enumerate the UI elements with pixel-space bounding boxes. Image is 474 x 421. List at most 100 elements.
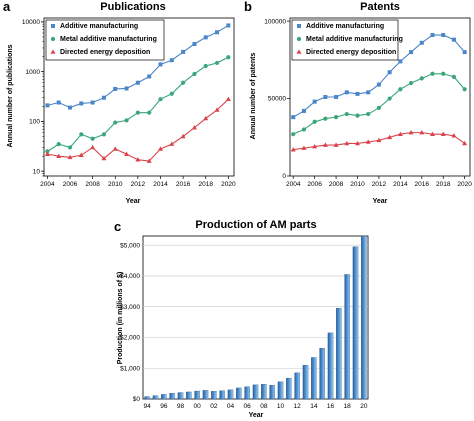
y-tick-label: 100000 (264, 18, 286, 25)
x-tick-label: 2012 (372, 181, 387, 188)
x-tick-label: 2018 (198, 181, 213, 188)
data-point (441, 71, 446, 76)
data-point (157, 146, 163, 151)
bar-20 (361, 235, 367, 400)
data-point (112, 146, 118, 151)
x-tick-label: 2010 (108, 181, 123, 188)
data-point (147, 74, 152, 79)
panel-a-letter: a (3, 0, 11, 14)
y-tick-label: 100 (29, 119, 40, 126)
data-point (312, 99, 317, 104)
x-tick-label: 2020 (457, 181, 472, 188)
x-tick-label: 2008 (329, 181, 344, 188)
bar-16 (327, 332, 334, 400)
bar-94 (144, 396, 150, 400)
data-point (45, 149, 50, 154)
x-tick-label: 20 (360, 403, 368, 410)
data-point (192, 71, 197, 77)
data-point (124, 86, 129, 91)
panel-c-production: c Production of AM parts Year Production… (114, 219, 369, 419)
legend-marker (296, 49, 302, 54)
data-point (180, 133, 186, 139)
series-line-a-1 (47, 56, 229, 152)
data-point (203, 115, 209, 121)
plot-frame-b (289, 17, 471, 177)
x-tick-label: 2014 (393, 181, 408, 188)
data-point (90, 100, 95, 105)
y-tick-label: 10000 (22, 19, 40, 26)
legend-marker (51, 24, 55, 28)
panel-a-publications: a Publications Year Annual number of pub… (3, 0, 236, 205)
y-axis-label-c: Production (in millions of $) (117, 272, 124, 365)
x-tick-label: 2012 (131, 181, 146, 188)
legend-a: Additive manufacturing Metal additive man… (45, 19, 165, 61)
x-tick-label: 2006 (307, 181, 322, 188)
y-tick-label: 1000 (26, 69, 41, 76)
data-point (451, 74, 457, 79)
data-point (124, 151, 130, 156)
data-point (344, 140, 350, 146)
y-tick-label: 50000 (268, 96, 286, 103)
data-point (462, 50, 467, 55)
x-tick-label: 10 (277, 403, 285, 410)
x-tick-label: 2016 (176, 181, 191, 188)
data-point (290, 147, 296, 152)
x-tick-label: 06 (244, 403, 252, 410)
data-point (191, 125, 197, 130)
data-point (226, 23, 231, 28)
data-point (67, 145, 73, 150)
bar-17 (336, 308, 342, 400)
bar-98 (177, 392, 184, 400)
y-tick-label: 0 (282, 173, 286, 180)
x-tick-label: 02 (210, 403, 218, 410)
data-point (146, 158, 152, 163)
legend-label: Metal additive manufacturing (60, 36, 157, 43)
y-axis-label-a: Annual number of publications (7, 44, 14, 147)
legend-label: Additive manufacturing (60, 23, 138, 30)
data-point (376, 82, 381, 87)
data-point (214, 107, 220, 112)
y-tick-label: 10 (33, 168, 41, 175)
bar-99 (186, 391, 192, 400)
data-point (101, 95, 106, 100)
panel-b-letter: b (244, 0, 252, 14)
x-tick-label: 96 (160, 403, 168, 410)
x-tick-label: 2004 (286, 181, 301, 188)
legend-label: Additive manufacturing (306, 23, 384, 30)
data-point (301, 127, 307, 132)
bar-13 (302, 365, 309, 400)
data-point (147, 110, 152, 115)
data-point (376, 137, 382, 143)
data-point (301, 145, 307, 150)
data-point (441, 33, 446, 38)
data-point (90, 144, 96, 150)
x-axis-label-b: Year (373, 198, 388, 205)
data-point (430, 131, 435, 136)
data-point (366, 111, 371, 117)
data-point (113, 86, 118, 91)
data-point (158, 62, 163, 67)
data-point (181, 49, 186, 54)
data-point (68, 105, 73, 110)
data-point (355, 140, 360, 146)
data-point (419, 76, 424, 81)
data-point (355, 113, 360, 118)
bar-95 (152, 395, 159, 400)
data-point (462, 140, 468, 146)
panel-b-patents: b Patents Year Annual number of patents … (244, 0, 472, 205)
bar-05 (236, 387, 242, 400)
series-line-a-2 (47, 98, 229, 162)
data-point (440, 131, 446, 136)
legend-label: Directed energy deposition (306, 49, 396, 56)
x-tick-label: 12 (294, 403, 302, 410)
y-tick-label: $5,000 (120, 242, 140, 249)
x-tick-label: 2014 (153, 181, 168, 188)
data-point (203, 63, 208, 69)
chart-title-publications: Publications (100, 1, 165, 13)
data-point (430, 33, 435, 38)
data-point (113, 120, 118, 125)
x-tick-label: 2008 (85, 181, 100, 188)
x-tick-label: 2018 (436, 181, 451, 188)
legend-label: Metal additive manufacturing (306, 36, 403, 43)
plot-frame-a (43, 17, 235, 177)
